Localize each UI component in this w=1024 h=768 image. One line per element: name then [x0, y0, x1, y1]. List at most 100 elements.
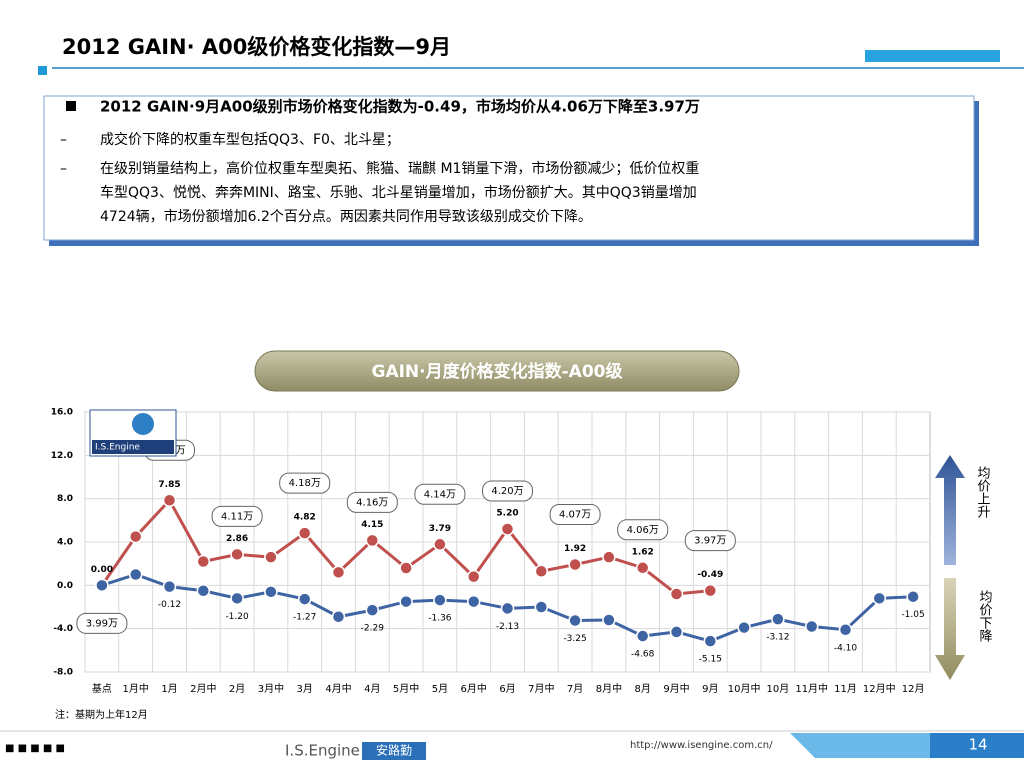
x-tick-label: 10月 — [767, 683, 790, 695]
point — [365, 603, 380, 617]
price-callout — [346, 491, 398, 513]
point — [433, 593, 447, 607]
point — [196, 584, 211, 598]
point — [433, 537, 447, 552]
price-callout — [549, 504, 601, 526]
x-tick-label: 6月 — [499, 683, 515, 695]
point — [466, 569, 481, 584]
point — [128, 529, 143, 544]
point — [635, 561, 650, 575]
point — [804, 619, 819, 634]
x-tick-label: 5月 — [432, 683, 448, 695]
point — [95, 578, 109, 593]
x-tick-label: 4月中 — [325, 682, 351, 695]
point — [568, 613, 582, 628]
point — [128, 567, 143, 582]
price-label: 4.20万 — [491, 486, 523, 497]
point — [500, 601, 515, 616]
brand-cn: 安路勤 — [376, 743, 412, 758]
logo-band — [92, 440, 174, 454]
data-label: 1.92 — [564, 544, 586, 554]
note: 注：基期为上年12月 — [55, 708, 148, 721]
x-tick-label: 4月 — [364, 683, 380, 695]
x-tick-label: 7月中 — [528, 682, 554, 695]
logo-text: I.S.Engine — [95, 443, 140, 453]
down-arrow — [935, 578, 965, 680]
point — [466, 594, 481, 609]
point — [703, 583, 718, 598]
plot: 基点 1月中 1月 2月中 2月 3月中 3月 4月中 4月 5月中 5月 6月中 6月 7月中 7月 8月中… — [51, 408, 931, 695]
price-callout — [279, 472, 331, 494]
data-label: -2.13 — [496, 622, 519, 632]
point — [162, 579, 177, 594]
point — [264, 550, 278, 564]
data-label: 4.15 — [361, 520, 383, 530]
brand: I.S.Engine — [285, 742, 360, 760]
data-label: 5.20 — [496, 509, 518, 519]
point — [297, 592, 312, 606]
bullet-text: 4724辆，市场份额增加6.2个百分点。两因素共同作用导致该级别成交价下降。 — [100, 208, 592, 225]
data-label: -0.49 — [697, 570, 723, 580]
stripes — [790, 733, 930, 758]
data-label: 2.86 — [226, 534, 248, 544]
logo-icon — [132, 413, 154, 435]
price-label: 4.11万 — [221, 511, 253, 522]
point — [602, 550, 616, 564]
x-tick-label: 8月中 — [596, 682, 622, 695]
data-label: -3.12 — [766, 633, 789, 643]
data-label: -3.25 — [563, 634, 586, 644]
point — [230, 591, 244, 606]
x-tick-label: 10月中 — [728, 682, 761, 695]
point — [737, 620, 751, 635]
point — [635, 629, 650, 643]
bullet — [66, 101, 76, 111]
data-label: 7.85 — [158, 480, 180, 490]
data-label: -1.05 — [901, 610, 924, 620]
y-tick-label: 4.0 — [57, 538, 73, 548]
x-tick-label: 3月中 — [258, 682, 284, 695]
point — [162, 493, 177, 508]
dots: ■ ■ ■ ■ ■ — [5, 743, 65, 754]
data-label: -2.29 — [361, 624, 385, 634]
dash: – — [60, 161, 67, 177]
data-label: 4.82 — [294, 513, 316, 523]
up-label: 均价上升 — [975, 466, 991, 518]
title-square — [38, 66, 47, 75]
x-tick-label: 1月 — [161, 683, 177, 695]
data-label: -1.20 — [225, 612, 249, 622]
brand-box — [362, 742, 426, 760]
y-tick-label: -4.0 — [53, 624, 73, 634]
x-tick-label: 1月中 — [123, 682, 149, 695]
point — [331, 565, 346, 580]
headline: 2012 GAIN·9月A00级别市场价格变化指数为-0.49，市场均价从4.0… — [100, 98, 700, 116]
y-tick-label: 12.0 — [51, 451, 73, 461]
data-label: 3.79 — [429, 524, 451, 534]
dash: – — [60, 132, 67, 148]
data-label: 0.00 — [91, 565, 113, 575]
bullet-text: 车型QQ3、悦悦、奔奔MINI、路宝、乐驰、北斗星销量增加，市场份额扩大。其中Q… — [100, 184, 697, 201]
data-label: -4.68 — [631, 650, 655, 660]
data-label: -1.36 — [428, 614, 452, 624]
x-tick-label: 7月 — [567, 683, 583, 695]
url: http://www.isengine.com.cn/ — [630, 740, 773, 751]
price-callout — [211, 505, 263, 527]
point — [297, 526, 312, 540]
text-box — [43, 95, 975, 241]
price-callout — [617, 519, 669, 541]
price-callout — [482, 480, 533, 502]
data-label: -1.27 — [293, 613, 316, 623]
y-tick-label: 8.0 — [57, 494, 73, 504]
up-arrow — [935, 455, 965, 565]
x-tick-label: 11月中 — [795, 682, 828, 695]
price-label: 4.06万 — [627, 525, 659, 536]
point — [264, 585, 278, 599]
x-tick-label: 8月 — [635, 683, 651, 695]
point — [771, 612, 785, 626]
x-tick-label: 9月 — [702, 683, 718, 695]
point — [331, 610, 346, 624]
y-tick-label: 0.0 — [57, 581, 73, 591]
x-tick-label: 5月中 — [393, 682, 419, 695]
point — [230, 547, 244, 562]
point — [534, 600, 549, 614]
bullet-text: 成交价下降的权重车型包括QQ3、F0、北斗星； — [100, 131, 400, 148]
